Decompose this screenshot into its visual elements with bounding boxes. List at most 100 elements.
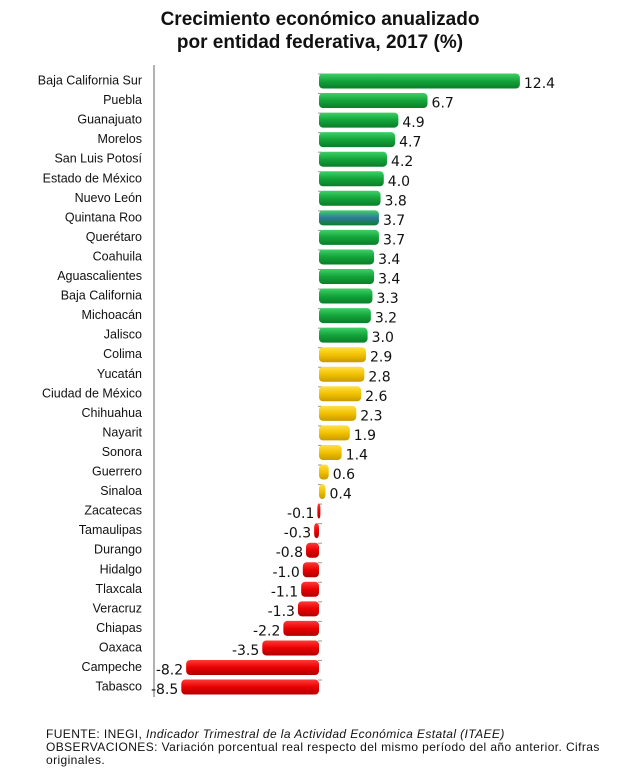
bar [302, 562, 319, 578]
bar [319, 425, 350, 441]
category-label: Chihuahua [82, 406, 143, 420]
bar [319, 93, 428, 109]
data-label: 3.0 [372, 330, 394, 346]
category-label: Quintana Roo [65, 210, 142, 224]
category-label: Baja California [61, 289, 142, 303]
data-label: 2.9 [370, 350, 392, 366]
data-label: 4.9 [402, 115, 424, 131]
data-label: -8.5 [151, 682, 178, 698]
bar [319, 171, 384, 187]
category-label: Sinaloa [100, 484, 142, 498]
source-title: Indicador Trimestral de la Actividad Eco… [146, 727, 505, 741]
bar [319, 405, 357, 421]
data-label: -1.3 [268, 604, 295, 620]
bar [181, 679, 319, 695]
bar [319, 151, 388, 167]
category-label: Colima [103, 347, 142, 361]
category-label: Nuevo León [75, 191, 142, 205]
category-label: Tlaxcala [95, 582, 142, 596]
bar [319, 444, 342, 460]
data-label: -0.3 [284, 526, 311, 542]
category-label: Ciudad de México [42, 386, 142, 400]
data-label: 1.9 [354, 428, 376, 444]
data-label: 4.7 [399, 135, 421, 151]
category-label: Zacatecas [84, 504, 142, 518]
bar [319, 347, 366, 363]
category-label: Nayarit [102, 425, 142, 439]
chart-title-line1: Crecimiento económico anualizado [160, 9, 480, 30]
data-label: 0.4 [329, 487, 351, 503]
data-label: 3.3 [376, 291, 398, 307]
chart-title: Crecimiento económico anualizado por ent… [0, 8, 640, 54]
bar [319, 327, 368, 343]
data-label: 3.7 [383, 232, 405, 248]
chart-title-line2: por entidad federativa, 2017 (%) [176, 32, 464, 53]
bar [319, 249, 375, 265]
data-label: -1.1 [271, 584, 298, 600]
category-label: Puebla [103, 93, 142, 107]
bar [317, 503, 321, 519]
bar [283, 620, 319, 636]
data-label: 0.6 [333, 467, 355, 483]
bar [262, 640, 319, 656]
category-label: Coahuila [93, 249, 142, 263]
observations: OBSERVACIONES: Variación porcentual real… [46, 740, 600, 767]
bar [319, 73, 520, 89]
category-label: Campeche [82, 660, 142, 674]
bar [319, 269, 375, 284]
data-label: 4.2 [391, 154, 413, 170]
category-label: Guerrero [92, 465, 142, 479]
footnote: FUENTE: INEGI, Indicador Trimestral de l… [46, 728, 626, 767]
data-label: -0.8 [276, 545, 303, 561]
bar [319, 288, 373, 304]
category-label: Jalisco [104, 328, 142, 342]
data-label: -0.1 [287, 506, 314, 522]
category-label: Michoacán [82, 308, 142, 322]
data-label: 3.4 [378, 272, 400, 288]
category-label: Oaxaca [99, 640, 142, 654]
category-label: Yucatán [97, 367, 142, 381]
data-label: 2.6 [365, 389, 387, 405]
bar [319, 484, 326, 500]
category-label: Estado de México [43, 171, 142, 185]
category-label: Baja California Sur [38, 74, 142, 88]
bar [319, 132, 396, 148]
bar [297, 601, 319, 617]
category-label: Hidalgo [100, 562, 142, 576]
bar-chart: Baja California Sur 12.4 Puebla 6.7 Guanajua… [38, 65, 555, 698]
data-label: 4.0 [388, 174, 410, 190]
category-label: Veracruz [93, 601, 142, 615]
bar [314, 523, 319, 539]
data-label: -8.2 [156, 663, 183, 679]
data-label: -3.5 [232, 643, 259, 659]
category-label: Chiapas [96, 621, 142, 635]
category-label: Tamaulipas [79, 523, 142, 537]
data-label: 3.2 [375, 311, 397, 327]
category-label: Morelos [98, 132, 142, 146]
data-label: 3.7 [383, 213, 405, 229]
category-label: Tabasco [95, 680, 142, 694]
bar [319, 386, 362, 402]
category-label: Durango [94, 543, 142, 557]
bar [319, 112, 399, 128]
data-label: 3.8 [385, 193, 407, 209]
bar [301, 581, 319, 597]
bar [319, 229, 379, 245]
category-label: Querétaro [86, 230, 142, 244]
bar [319, 366, 365, 382]
data-label: 2.8 [368, 369, 390, 385]
bar [319, 308, 371, 324]
category-label: Aguascalientes [57, 269, 142, 283]
bar [319, 190, 381, 206]
category-label: Guanajuato [77, 113, 142, 127]
data-label: 2.3 [360, 408, 382, 424]
data-label: 1.4 [346, 447, 368, 463]
source-label: FUENTE: INEGI, [46, 727, 143, 741]
data-label: 6.7 [432, 96, 454, 112]
bar [319, 210, 379, 226]
data-label: -2.2 [253, 623, 280, 639]
category-label: Sonora [102, 445, 142, 459]
category-label: San Luis Potosí [54, 152, 142, 166]
data-label: 3.4 [378, 252, 400, 268]
data-label: 12.4 [524, 76, 555, 92]
